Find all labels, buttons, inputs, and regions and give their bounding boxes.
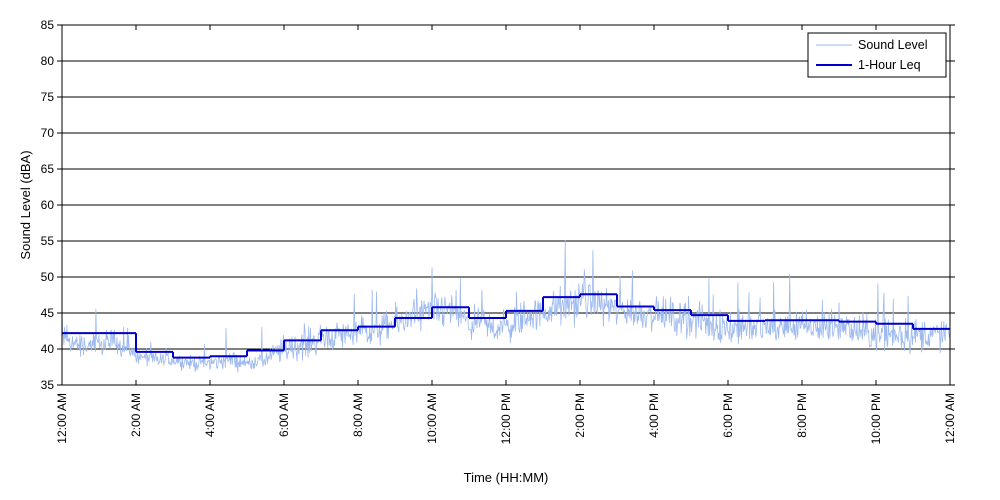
y-tick-label: 70	[41, 126, 55, 140]
y-axis-title: Sound Level (dBA)	[18, 150, 33, 259]
x-tick-label: 12:00 PM	[499, 393, 513, 444]
y-tick-label: 50	[41, 270, 55, 284]
y-tick-label: 85	[41, 18, 55, 32]
x-tick-label: 4:00 PM	[647, 393, 661, 438]
y-tick-label: 45	[41, 306, 55, 320]
x-tick-label: 8:00 AM	[351, 393, 365, 437]
plot-series	[61, 240, 951, 373]
x-tick-label: 12:00 AM	[943, 393, 957, 444]
x-axis-title: Time (HH:MM)	[464, 470, 549, 485]
x-tick-label: 2:00 AM	[129, 393, 143, 437]
x-tick-label: 4:00 AM	[203, 393, 217, 437]
x-axis-ticks: 12:00 AM 2:00 AM 4:00 AM 6:00 AM 8:00 AM 10:0…	[55, 25, 957, 444]
x-tick-label: 10:00 AM	[425, 393, 439, 444]
x-tick-label: 12:00 AM	[55, 393, 69, 444]
legend: Sound Level 1-Hour Leq	[807, 32, 947, 78]
y-tick-label: 65	[41, 162, 55, 176]
x-tick-label: 8:00 PM	[795, 393, 809, 438]
y-tick-label: 35	[41, 378, 55, 392]
y-tick-label: 80	[41, 54, 55, 68]
y-tick-label: 75	[41, 90, 55, 104]
plot-frame	[61, 24, 951, 386]
legend-box	[807, 32, 947, 78]
y-tick-label: 55	[41, 234, 55, 248]
legend-label-sound-level: Sound Level	[858, 38, 928, 52]
x-tick-label: 10:00 PM	[869, 393, 883, 444]
y-tick-label: 40	[41, 342, 55, 356]
x-tick-label: 6:00 AM	[277, 393, 291, 437]
series-sound-level-line	[61, 240, 951, 373]
gridlines	[62, 60, 950, 350]
y-tick-label: 60	[41, 198, 55, 212]
x-tick-label: 6:00 PM	[721, 393, 735, 438]
legend-label-1-hour-leq: 1-Hour Leq	[858, 58, 921, 72]
y-axis-ticks: 35 40 45 50 55 60 65 70 75 80 85	[41, 18, 955, 392]
x-tick-label: 2:00 PM	[573, 393, 587, 438]
